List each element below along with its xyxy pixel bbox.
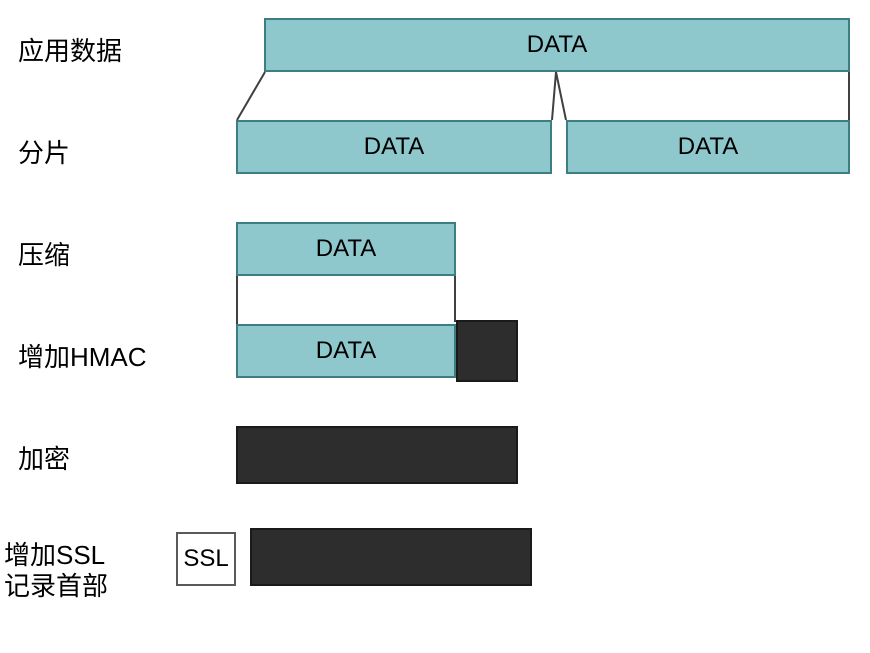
connectors — [0, 0, 870, 653]
connector-0 — [237, 72, 265, 120]
connector-1 — [552, 72, 556, 120]
connector-2 — [556, 72, 566, 120]
